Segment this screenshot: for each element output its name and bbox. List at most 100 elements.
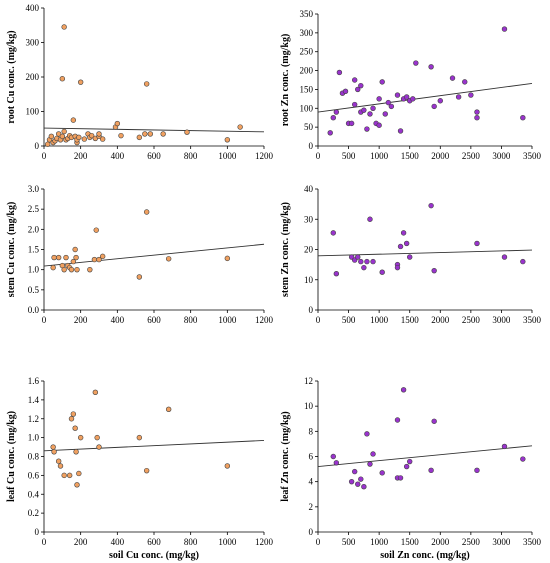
data-point — [428, 202, 434, 209]
y-tick-label: 400 — [26, 3, 40, 13]
data-point — [93, 227, 99, 233]
data-point — [520, 456, 526, 462]
data-point — [136, 134, 143, 141]
chart-stem-zn: 0 500 1000 1500 2000 2500 3000 3500 0 10 20 30 40 ste… — [280, 184, 542, 325]
data-point — [165, 406, 172, 413]
data-point — [370, 258, 376, 265]
y-tick-label: 2.5 — [28, 204, 40, 214]
data-point — [379, 79, 385, 85]
x-tick-label: 1500 — [401, 537, 420, 547]
data-point — [81, 136, 88, 142]
data-point — [361, 264, 367, 271]
y-tick-label: 4 — [309, 477, 314, 487]
x-tick-label: 1500 — [401, 315, 420, 325]
y-tick-label: 30 — [304, 214, 314, 224]
x-tick-label: 0 — [316, 151, 321, 161]
x-tick-label: 500 — [342, 315, 356, 325]
data-point — [61, 266, 67, 273]
data-point — [348, 120, 355, 127]
data-point — [76, 470, 82, 477]
x-tick-label: 600 — [147, 315, 161, 325]
data-point — [367, 461, 373, 467]
chart-leaf-cu: 0 200 400 600 800 1000 1200 0 0.2 0.4 0.6 0.8 1.0 1.2… — [6, 376, 274, 561]
data-point — [61, 472, 67, 479]
data-point — [400, 230, 407, 236]
data-point — [70, 117, 77, 123]
data-point — [367, 216, 373, 222]
data-point — [77, 434, 84, 441]
x-axis-label: soil Zn conc. (mg/kg) — [380, 550, 469, 561]
x-tick-label: 3000 — [492, 151, 511, 161]
y-tick-label: 150 — [300, 84, 314, 94]
y-axis-label: stem Cu conc. (mg/kg) — [6, 202, 17, 298]
data-point — [520, 258, 526, 265]
data-point — [348, 478, 355, 485]
y-tick-label: 10 — [304, 275, 314, 285]
data-point — [136, 434, 143, 441]
x-tick-label: 600 — [147, 151, 161, 161]
data-point — [59, 76, 66, 82]
data-point — [96, 444, 102, 450]
data-point — [431, 267, 437, 274]
data-point — [358, 258, 364, 265]
chart-leaf-zn: 0 500 1000 1500 2000 2500 3000 3500 0 2 4 6 8 10 12 lea… — [280, 376, 542, 561]
data-point — [431, 103, 437, 110]
x-axis-label: soil Cu conc. (mg/kg) — [109, 550, 199, 561]
y-tick-label: 1.4 — [28, 395, 40, 405]
data-point — [474, 467, 480, 474]
data-point — [96, 256, 102, 263]
x-tick-label: 2500 — [462, 151, 481, 161]
data-point — [59, 133, 66, 140]
data-point — [48, 133, 55, 140]
x-tick-label: 2000 — [431, 537, 450, 547]
data-point — [358, 82, 364, 89]
data-point — [74, 266, 80, 273]
y-tick-label: 100 — [26, 107, 40, 117]
data-point — [385, 99, 392, 106]
data-point — [355, 254, 361, 260]
data-point — [342, 88, 349, 95]
y-tick-label: 2.0 — [28, 224, 40, 234]
y-axis-label: root Zn conc. (mg/kg) — [280, 34, 291, 127]
data-point — [142, 131, 148, 137]
y-tick-label: 300 — [26, 38, 40, 48]
x-tick-label: 1000 — [370, 537, 389, 547]
data-point — [143, 209, 150, 215]
y-tick-label: 8 — [309, 426, 314, 436]
data-point — [51, 449, 57, 455]
y-tick-label: 3.0 — [28, 184, 40, 194]
x-tick-label: 200 — [74, 151, 88, 161]
data-point — [351, 77, 358, 83]
y-tick-label: 20 — [304, 245, 314, 255]
data-point — [397, 243, 404, 250]
data-point — [237, 124, 243, 130]
data-point — [410, 96, 416, 102]
data-point — [376, 122, 382, 128]
x-tick-label: 1200 — [255, 315, 274, 325]
y-tick-label: 0.2 — [28, 508, 39, 518]
data-point — [413, 60, 419, 66]
data-point — [462, 79, 468, 85]
y-tick-label: 0 — [309, 141, 314, 151]
data-point — [333, 460, 340, 466]
x-tick-label: 1200 — [255, 151, 274, 161]
data-point — [327, 130, 333, 136]
data-point — [361, 107, 367, 113]
data-point — [72, 425, 78, 431]
data-point — [330, 453, 336, 460]
y-tick-label: 0 — [35, 527, 40, 537]
x-tick-label: 600 — [147, 537, 161, 547]
data-point — [330, 115, 336, 121]
x-tick-label: 1500 — [401, 151, 420, 161]
data-point — [397, 128, 404, 134]
data-point — [333, 271, 340, 277]
data-point — [63, 254, 69, 261]
data-point — [114, 120, 121, 127]
data-point — [50, 444, 56, 450]
y-tick-label: 0 — [309, 305, 314, 315]
y-tick-label: 0 — [309, 527, 314, 537]
x-tick-label: 1000 — [218, 315, 237, 325]
y-tick-label: 2 — [309, 502, 314, 512]
data-point — [364, 258, 370, 265]
